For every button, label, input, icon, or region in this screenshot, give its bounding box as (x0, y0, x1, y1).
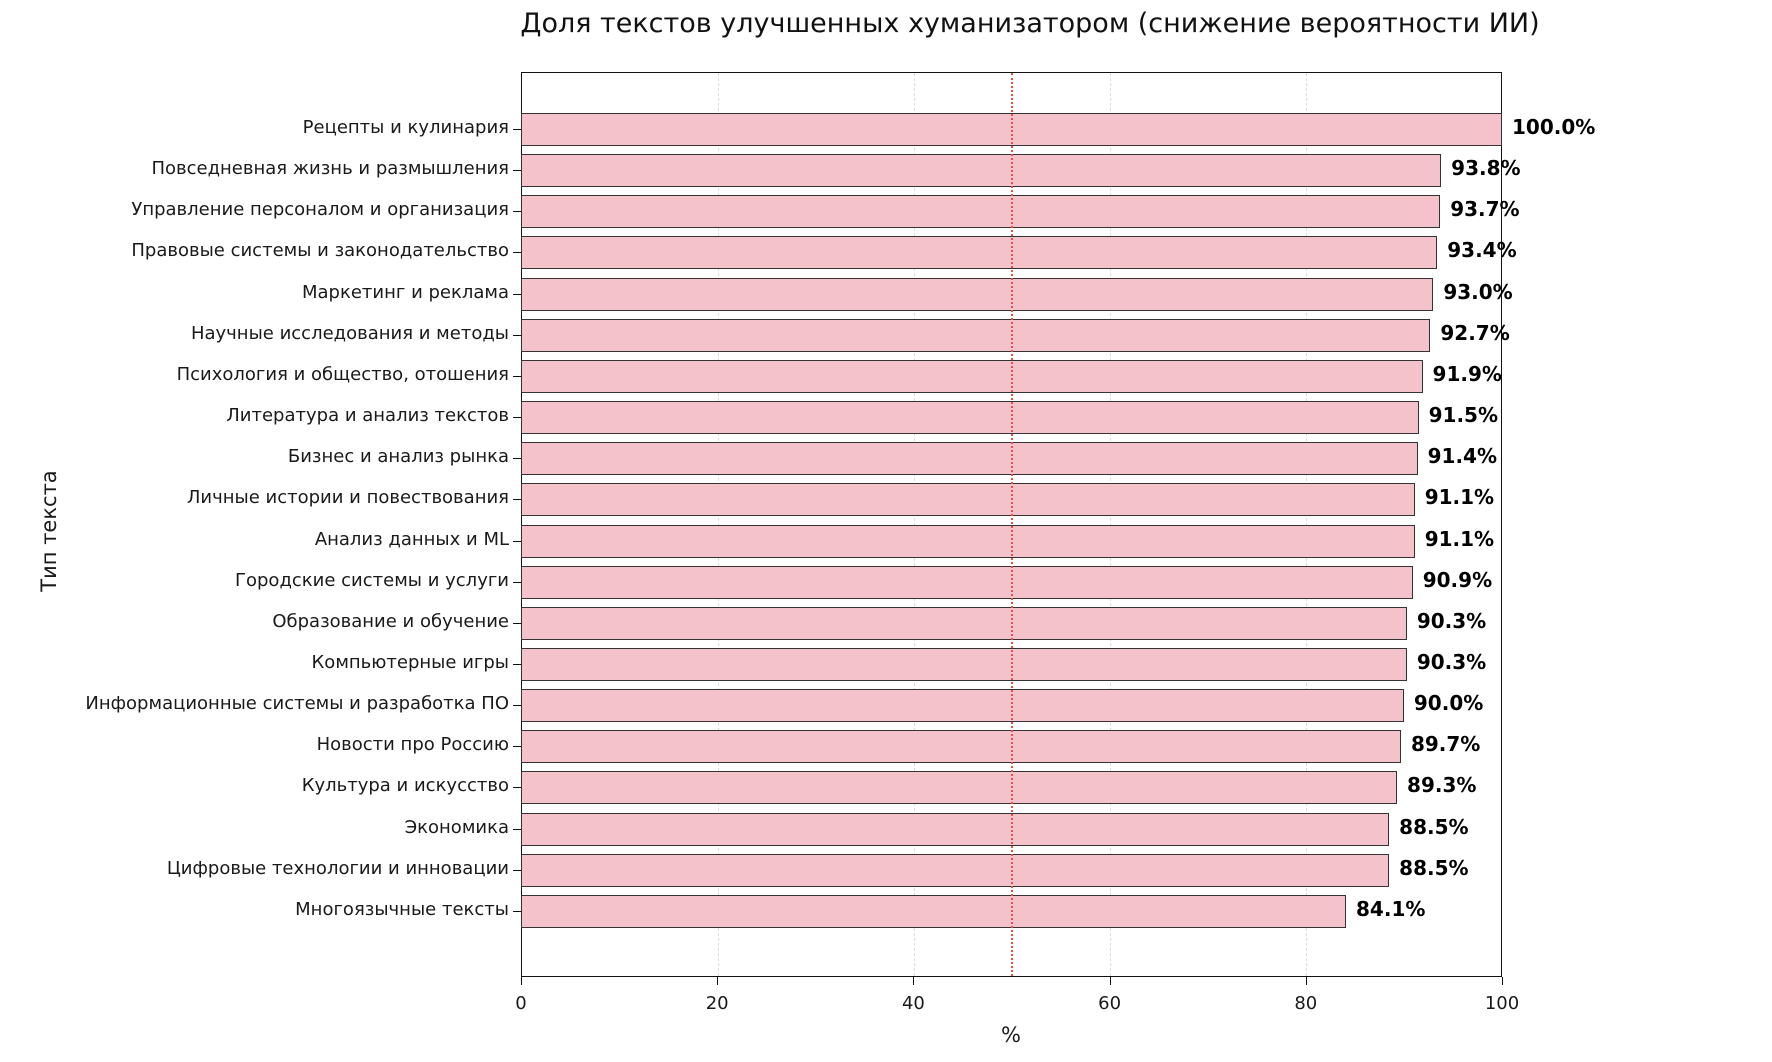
value-label: 93.4% (1447, 238, 1517, 263)
bar (521, 606, 1407, 640)
value-label: 100.0% (1512, 115, 1596, 139)
y-tick (513, 417, 521, 419)
y-tick-label: Бизнес и анализ рынка (287, 446, 509, 468)
y-tick (513, 129, 521, 130)
y-tick (513, 828, 521, 830)
y-tick (513, 170, 521, 172)
y-tick (513, 705, 521, 707)
value-label: 90.3% (1416, 608, 1487, 633)
y-tick (513, 499, 521, 501)
y-tick-label: Культура и искусство (301, 775, 509, 797)
bar (521, 359, 1423, 393)
x-tick-label: 20 (705, 993, 729, 1014)
y-tick (513, 293, 521, 295)
value-label: 91.1% (1424, 485, 1495, 510)
y-tick-label: Рецепты и кулинария (302, 117, 509, 138)
bar (521, 565, 1413, 599)
value-label: 91.9% (1432, 361, 1502, 386)
y-tick (513, 211, 521, 213)
bar (521, 894, 1347, 928)
y-tick (513, 622, 521, 624)
y-tick-label: Новости про Россию (316, 734, 509, 756)
y-tick (513, 910, 521, 912)
value-label: 88.5% (1399, 814, 1469, 839)
y-tick-label: Компьютерные игры (311, 651, 509, 673)
y-tick-label: Личные истории и повествования (186, 487, 509, 509)
bar (521, 154, 1442, 188)
value-label: 89.3% (1407, 773, 1477, 798)
x-tick-label: 60 (1098, 993, 1122, 1014)
y-tick (513, 252, 521, 254)
y-tick-label: Экономика (404, 816, 509, 838)
y-tick-label: Литература и анализ текстов (226, 405, 509, 427)
y-tick (513, 458, 521, 460)
y-tick-label: Цифровые технологии и инновации (166, 857, 509, 879)
x-tick (913, 977, 915, 985)
value-label: 88.5% (1399, 855, 1469, 880)
y-tick (513, 663, 521, 665)
y-tick-label: Городские системы и услуги (235, 569, 509, 591)
bar (521, 318, 1431, 352)
value-label: 92.7% (1440, 320, 1510, 345)
x-tick (521, 977, 522, 985)
y-tick-label: Маркетинг и реклама (302, 281, 509, 303)
value-label: 93.7% (1450, 197, 1520, 222)
y-tick (513, 869, 521, 871)
value-label: 90.3% (1416, 649, 1487, 674)
y-axis-label: Тип текста (37, 470, 61, 592)
value-label: 91.1% (1424, 526, 1495, 551)
bar (521, 730, 1401, 764)
x-tick (717, 977, 719, 985)
y-tick-label: Образование и обучение (272, 610, 509, 632)
y-tick (513, 746, 521, 748)
x-tick (1109, 977, 1111, 985)
value-label: 84.1% (1356, 896, 1426, 921)
y-tick-label: Информационные системы и разработка ПО (85, 693, 509, 715)
bar (521, 483, 1415, 517)
y-tick-label: Правовые системы и законодательство (131, 240, 509, 262)
bar (521, 236, 1438, 270)
y-tick (513, 334, 521, 336)
bar (521, 771, 1398, 805)
chart-title: Доля текстов улучшенных хуманизатором (с… (520, 8, 1540, 39)
bar (521, 195, 1441, 229)
x-tick (1305, 977, 1307, 985)
value-label: 91.4% (1427, 444, 1498, 469)
bar (521, 277, 1434, 311)
bar (521, 401, 1419, 435)
x-tick-label: 80 (1294, 993, 1318, 1014)
bar (521, 689, 1404, 723)
value-label: 89.7% (1410, 732, 1481, 757)
value-label: 91.5% (1428, 403, 1498, 428)
y-tick-label: Анализ данных и ML (314, 528, 509, 550)
value-label: 93.0% (1443, 279, 1513, 304)
y-tick (513, 581, 521, 583)
bar (521, 524, 1415, 558)
y-tick-label: Научные исследования и методы (190, 322, 509, 344)
x-tick (1502, 977, 1503, 985)
y-tick-label: Многоязычные тексты (295, 898, 509, 920)
x-tick-label: 0 (515, 993, 527, 1014)
y-tick-label: Управление персоналом и организация (131, 199, 509, 221)
value-label: 93.8% (1451, 156, 1521, 181)
bar (521, 647, 1407, 681)
bar (521, 812, 1390, 846)
y-tick-label: Повседневная жизнь и размышления (151, 158, 509, 180)
y-tick (513, 375, 521, 377)
x-axis-label: % (1001, 1023, 1021, 1047)
x-tick-label: 100 (1484, 993, 1520, 1014)
reference-line-50 (1011, 73, 1013, 976)
y-tick (513, 540, 521, 542)
value-label: 90.0% (1413, 691, 1484, 716)
value-label: 90.9% (1422, 567, 1493, 592)
y-tick-label: Психология и общество, отошения (176, 363, 509, 385)
x-tick-label: 40 (901, 993, 925, 1014)
bar (521, 442, 1418, 476)
y-tick (513, 787, 521, 789)
bar (521, 853, 1390, 887)
